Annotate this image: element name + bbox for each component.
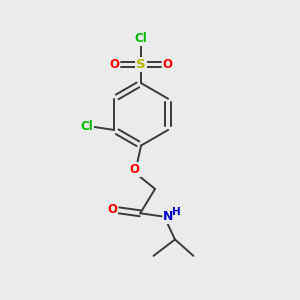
- Text: O: O: [107, 203, 117, 216]
- Text: H: H: [172, 207, 181, 217]
- Text: O: O: [163, 58, 173, 71]
- Text: O: O: [130, 163, 140, 176]
- Text: Cl: Cl: [80, 121, 93, 134]
- Text: N: N: [164, 210, 174, 223]
- Text: Cl: Cl: [135, 32, 148, 45]
- Text: S: S: [136, 58, 146, 71]
- Text: O: O: [109, 58, 119, 71]
